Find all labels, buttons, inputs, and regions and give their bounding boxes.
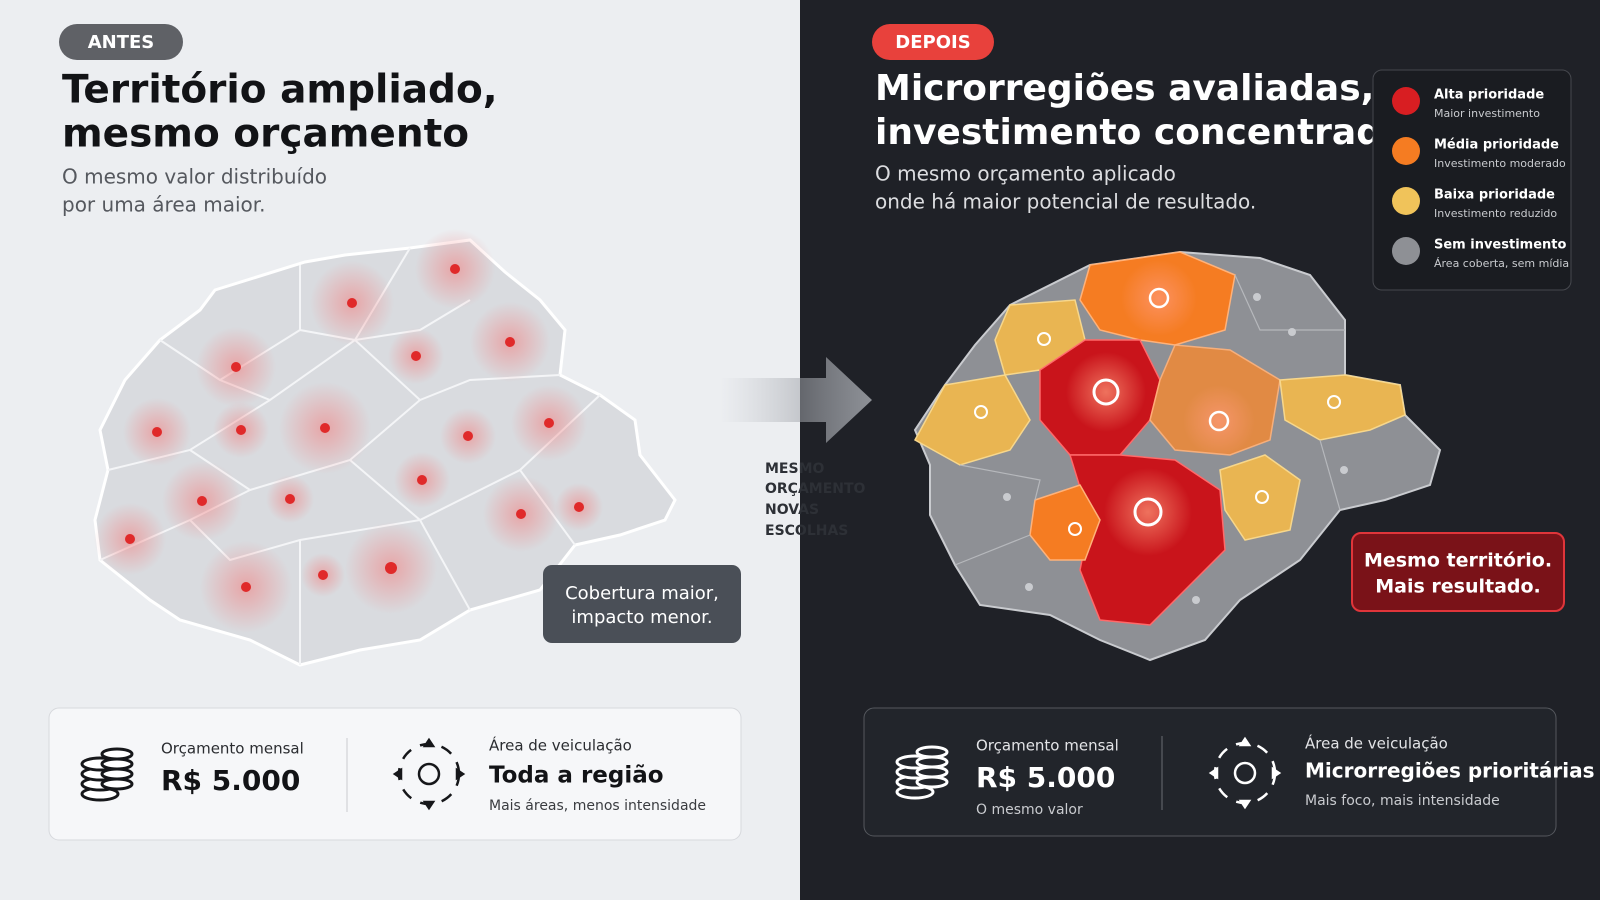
title: investimento concentrado: [875, 112, 1407, 153]
subtitle: por uma área maior.: [62, 193, 266, 217]
callout-text: impacto menor.: [571, 607, 712, 628]
legend-label: Baixa prioridade: [1434, 188, 1555, 203]
title: Microrregiões avaliadas,: [875, 68, 1374, 109]
legend-note: Área coberta, sem mídia: [1434, 257, 1569, 270]
legend-swatch: [1392, 137, 1420, 165]
legend: [1372, 69, 1572, 291]
legend-label: Sem investimento: [1434, 238, 1566, 253]
legend-note: Investimento moderado: [1434, 157, 1566, 170]
before-map: [93, 229, 677, 667]
badge-text: ANTES: [88, 32, 155, 53]
callout: [543, 565, 741, 643]
legend-label: Média prioridade: [1434, 138, 1559, 153]
callout-text: Cobertura maior,: [565, 583, 719, 604]
callout: [1351, 532, 1565, 612]
area-value: Microrregiões prioritárias: [1305, 759, 1595, 783]
area-note: Mais foco, mais intensidade: [1305, 793, 1500, 809]
budget-label: Orçamento mensal: [976, 737, 1119, 755]
legend-note: Maior investimento: [1434, 107, 1540, 120]
legend-label: Alta prioridade: [1434, 88, 1544, 103]
callout-text: Mesmo território.: [1364, 550, 1552, 572]
badge-text: DEPOIS: [895, 32, 970, 53]
title: Território ampliado,: [62, 68, 498, 113]
budget-value: R$ 5.000: [976, 761, 1115, 794]
area-label: Área de veiculação: [1305, 734, 1448, 753]
transition-arrow: [720, 357, 872, 443]
legend-swatch: [1392, 87, 1420, 115]
transition-text: MESMO ORÇAMENTO NOVAS ESCOLHAS: [765, 461, 866, 539]
legend-note: Investimento reduzido: [1434, 207, 1557, 220]
target-icon: [392, 737, 466, 811]
callout-text: Mais resultado.: [1375, 576, 1541, 598]
transition-line: NOVAS: [765, 502, 819, 518]
transition-line: ESCOLHAS: [765, 523, 848, 539]
transition-line: MESMO: [765, 461, 825, 477]
subtitle: onde há maior potencial de resultado.: [875, 190, 1256, 214]
area-note: Mais áreas, menos intensidade: [489, 798, 706, 814]
budget-note: O mesmo valor: [976, 802, 1083, 818]
area-value: Toda a região: [489, 763, 664, 789]
badge: [872, 24, 994, 60]
coins-icon: [895, 745, 949, 800]
summary-box: [863, 707, 1557, 837]
budget-value: R$ 5.000: [161, 764, 300, 797]
area-label: Área de veiculação: [489, 736, 632, 755]
budget-label: Orçamento mensal: [161, 740, 304, 758]
coins-icon: [80, 747, 134, 802]
title: mesmo orçamento: [62, 112, 469, 157]
subtitle: O mesmo valor distribuído: [62, 165, 327, 189]
map-hotspots: [94, 229, 603, 633]
legend-swatch: [1392, 187, 1420, 215]
legend-items: Alta prioridade Maior investimento Média p…: [1392, 87, 1569, 270]
after-map: [913, 250, 1442, 662]
transition-line: ORÇAMENTO: [765, 481, 866, 497]
legend-swatch: [1392, 237, 1420, 265]
subtitle: O mesmo orçamento aplicado: [875, 162, 1176, 186]
target-icon: [1208, 736, 1282, 810]
map-targets: [974, 260, 1348, 604]
badge: [59, 24, 183, 60]
